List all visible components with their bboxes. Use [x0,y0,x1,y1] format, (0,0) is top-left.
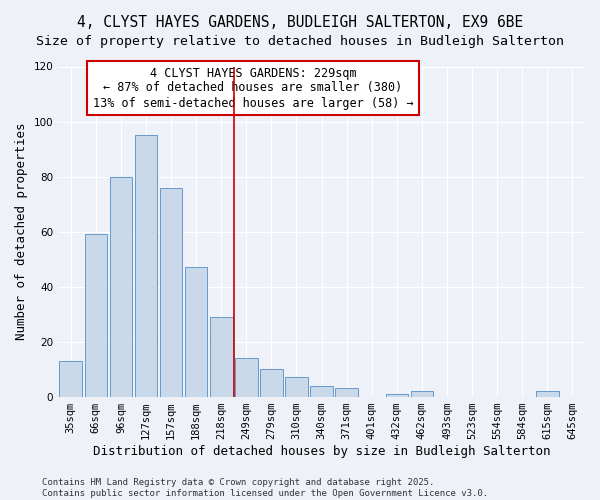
Text: 4 CLYST HAYES GARDENS: 229sqm
← 87% of detached houses are smaller (380)
13% of : 4 CLYST HAYES GARDENS: 229sqm ← 87% of d… [93,66,413,110]
Bar [285,378,308,396]
Bar [335,388,358,396]
Y-axis label: Number of detached properties: Number of detached properties [15,123,28,340]
Bar [386,394,408,396]
Text: Size of property relative to detached houses in Budleigh Salterton: Size of property relative to detached ho… [36,35,564,48]
Bar [110,176,132,396]
Bar [410,391,433,396]
Bar [59,361,82,396]
Bar [235,358,257,397]
Bar [160,188,182,396]
Text: 4, CLYST HAYES GARDENS, BUDLEIGH SALTERTON, EX9 6BE: 4, CLYST HAYES GARDENS, BUDLEIGH SALTERT… [77,15,523,30]
Bar [260,369,283,396]
Bar [310,386,333,396]
Text: Contains HM Land Registry data © Crown copyright and database right 2025.
Contai: Contains HM Land Registry data © Crown c… [42,478,488,498]
Bar [134,136,157,396]
Bar [536,391,559,396]
Bar [185,268,208,396]
Bar [210,317,233,396]
X-axis label: Distribution of detached houses by size in Budleigh Salterton: Distribution of detached houses by size … [93,444,550,458]
Bar [85,234,107,396]
